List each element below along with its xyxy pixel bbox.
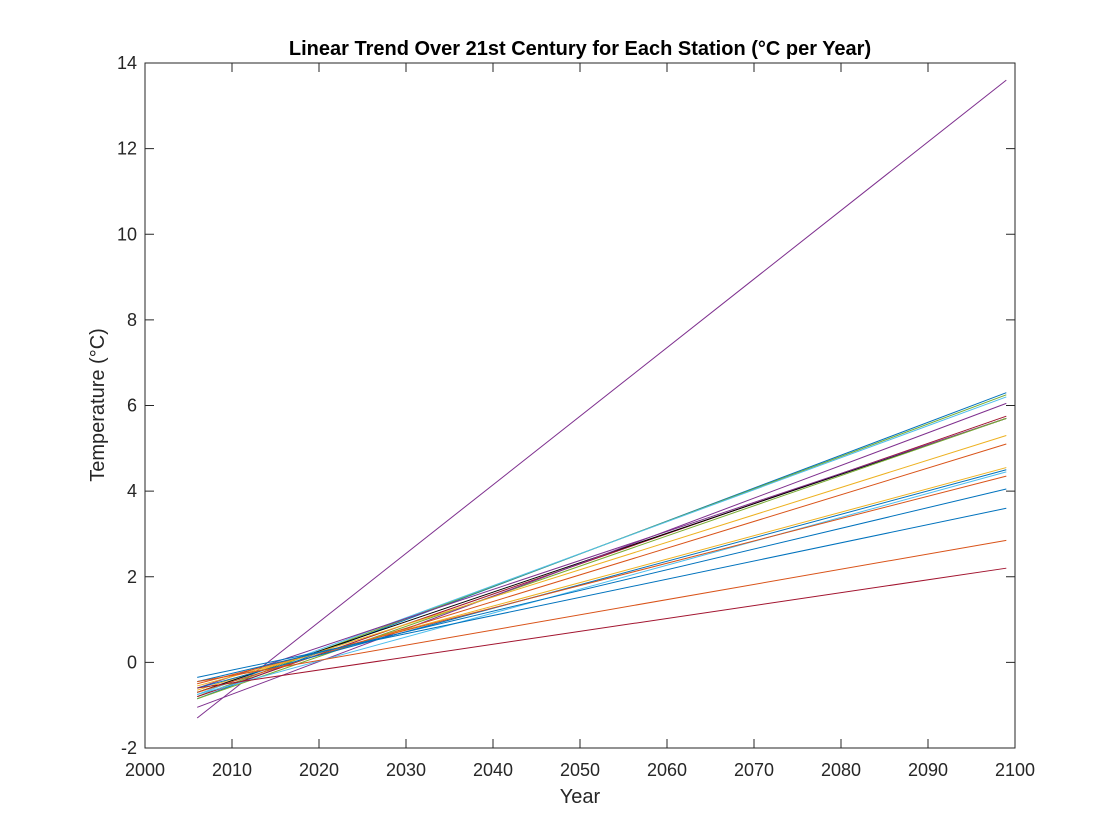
series-line-4 [197, 396, 1007, 695]
tick-layer: 2000 2010 2020 2030 2040 2050 2060 2070 2080 2090… [117, 53, 1035, 780]
series-line-7 [197, 417, 1007, 689]
x-tick-label: 2000 [125, 760, 165, 780]
x-tick-label: 2030 [386, 760, 426, 780]
x-tick-label: 2100 [995, 760, 1035, 780]
x-tick-label: 2090 [908, 760, 948, 780]
y-axis-label: Temperature (°C) [87, 328, 109, 482]
y-tick-label: 2 [127, 567, 137, 587]
series-line-11 [197, 443, 1007, 693]
x-tick-label: 2080 [821, 760, 861, 780]
series-line-10 [197, 434, 1007, 691]
series-line-13 [197, 471, 1007, 695]
series-line-17 [197, 507, 1007, 678]
x-tick-label: 2050 [560, 760, 600, 780]
y-tick-label: 6 [127, 396, 137, 416]
series-layer [196, 79, 1007, 719]
y-tick-label: 0 [127, 652, 137, 672]
x-tick-label: 2010 [212, 760, 252, 780]
y-tick-label: -2 [121, 738, 137, 758]
series-line-9 [197, 402, 1007, 708]
x-tick-label: 2020 [299, 760, 339, 780]
y-tick-label: 14 [117, 53, 137, 73]
chart-title: Linear Trend Over 21st Century for Each … [289, 38, 871, 60]
y-tick-label: 8 [127, 310, 137, 330]
plot-area [145, 63, 1015, 748]
y-tick-label: 12 [117, 139, 137, 159]
series-line-19 [197, 567, 1007, 689]
x-tick-label: 2070 [734, 760, 774, 780]
series-line-1 [196, 79, 1007, 719]
x-axis-label: Year [560, 786, 601, 808]
y-tick-label: 10 [117, 224, 137, 244]
y-tick-label: 4 [127, 481, 137, 501]
x-tick-label: 2040 [473, 760, 513, 780]
series-line-14 [197, 469, 1007, 689]
series-line-18 [197, 539, 1007, 683]
x-tick-label: 2060 [647, 760, 687, 780]
axes-box [144, 62, 1016, 749]
